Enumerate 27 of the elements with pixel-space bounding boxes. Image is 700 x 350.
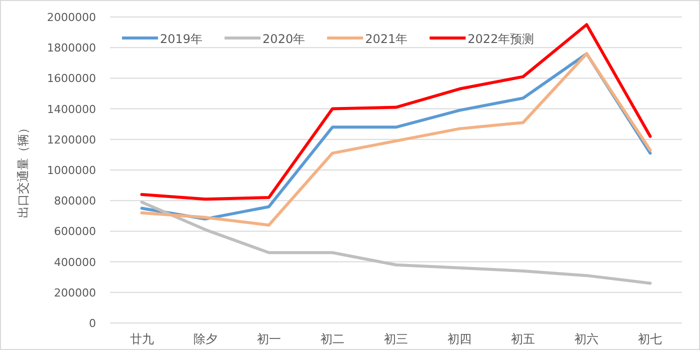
x-tick-label: 初六	[574, 332, 599, 346]
x-tick-label: 初五	[511, 332, 536, 346]
y-tick-label: 400000	[54, 256, 96, 269]
y-tick-label: 200000	[54, 286, 96, 300]
legend-label: 2019年	[160, 32, 203, 46]
x-tick-label: 初三	[384, 332, 408, 346]
y-axis-title: 出口交通量（辆）	[16, 122, 30, 218]
y-tick-label: 1000000	[47, 164, 96, 177]
x-tick-label: 除夕	[193, 332, 218, 346]
y-tick-label: 800000	[54, 194, 96, 208]
x-tick-label: 廿九	[130, 332, 154, 346]
legend-label: 2021年	[365, 32, 408, 46]
x-tick-label: 初一	[256, 332, 281, 346]
legend-label: 2022年预测	[468, 32, 534, 46]
y-tick-label: 2000000	[47, 11, 96, 24]
line-series	[140, 200, 652, 285]
x-tick-label: 初七	[638, 332, 662, 346]
y-tick-label: 0	[89, 317, 96, 330]
y-tick-label: 1200000	[47, 133, 96, 146]
line-series	[140, 23, 652, 201]
y-tick-label: 1800000	[47, 42, 96, 55]
x-tick-label: 初二	[320, 332, 344, 346]
legend-label: 2020年	[262, 32, 306, 46]
y-tick-label: 1600000	[47, 72, 96, 86]
y-tick-label: 600000	[54, 225, 96, 238]
x-tick-label: 初四	[448, 332, 472, 346]
y-tick-label: 1400000	[47, 102, 96, 116]
